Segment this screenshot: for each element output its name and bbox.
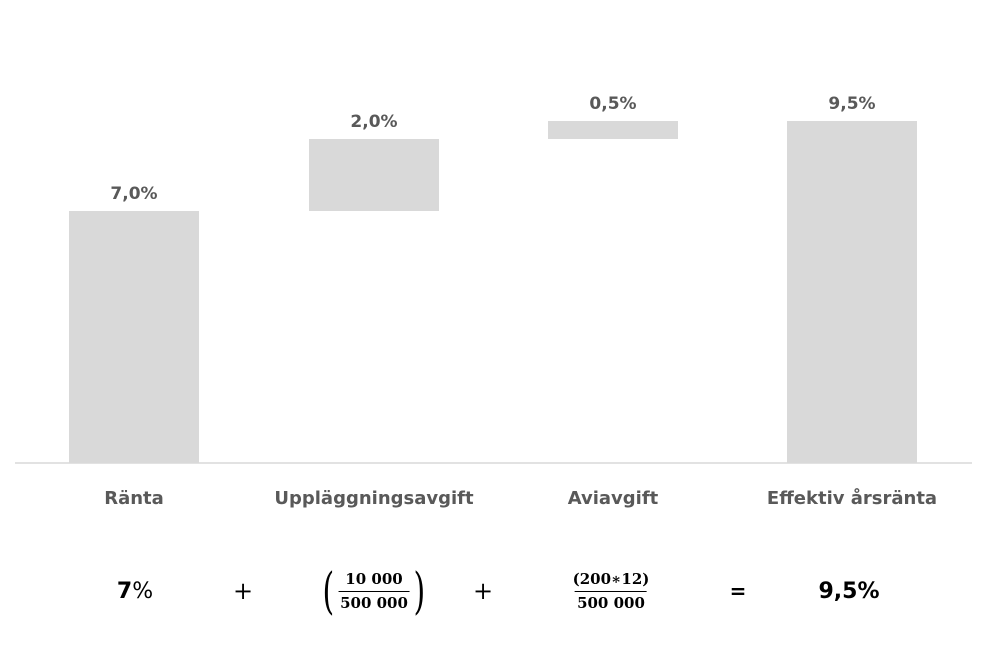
category-label-upplaggningsavgift: Uppläggningsavgift: [274, 488, 474, 509]
bar-upplaggningsavgift: [309, 139, 439, 211]
formula-row: 7% + ( 10 000 500 000 ) + (200∗12) 500 0…: [0, 560, 1000, 640]
waterfall-chart: 7,0% 2,0% 0,5% 9,5% Ränta Uppläggningsavgift…: [15, 94, 972, 509]
data-label-upplaggningsavgift: 2,0%: [350, 112, 397, 132]
formula-setup-fee-fraction: 10 000 500 000: [338, 570, 410, 613]
formula-term-interest-unit: %: [132, 578, 154, 604]
formula-notice-fee-numerator: (200∗12): [572, 569, 650, 588]
data-label-aviavgift: 0,5%: [589, 94, 636, 114]
bar-aviavgift: [548, 121, 678, 139]
category-label-aviavgift: Aviavgift: [568, 488, 659, 509]
formula-setup-fee-denominator: 500 000: [338, 590, 410, 613]
category-label-effektiv-arsranta: Effektiv årsränta: [767, 487, 937, 509]
formula-open-paren: (: [322, 562, 335, 620]
formula-notice-fee-fraction: (200∗12) 500 000: [571, 570, 652, 613]
category-label-ranta: Ränta: [104, 488, 164, 509]
formula-notice-fee: (200∗12) 500 000: [571, 560, 652, 622]
formula-term-interest: 7%: [117, 560, 153, 622]
bar-effektiv-arsranta: [787, 121, 917, 463]
bar-ranta: [69, 211, 199, 463]
category-labels: Ränta Uppläggningsavgift Aviavgift Effektiv…: [104, 487, 937, 509]
data-label-ranta: 7,0%: [110, 184, 157, 204]
data-label-effektiv-arsranta: 9,5%: [828, 94, 875, 114]
formula-notice-fee-denominator: 500 000: [575, 590, 647, 613]
formula-setup-fee: ( 10 000 500 000 ): [319, 560, 430, 622]
bars: [69, 121, 917, 463]
formula-plus-1: +: [232, 577, 254, 605]
formula-setup-fee-numerator: 10 000: [345, 569, 403, 588]
data-labels: 7,0% 2,0% 0,5% 9,5%: [110, 94, 875, 204]
formula-close-paren: ): [413, 562, 426, 620]
formula-term-interest-number: 7: [116, 578, 133, 604]
formula-equals: =: [729, 579, 747, 603]
formula-result: 9,5%: [818, 578, 880, 604]
formula-plus-2: +: [472, 577, 494, 605]
